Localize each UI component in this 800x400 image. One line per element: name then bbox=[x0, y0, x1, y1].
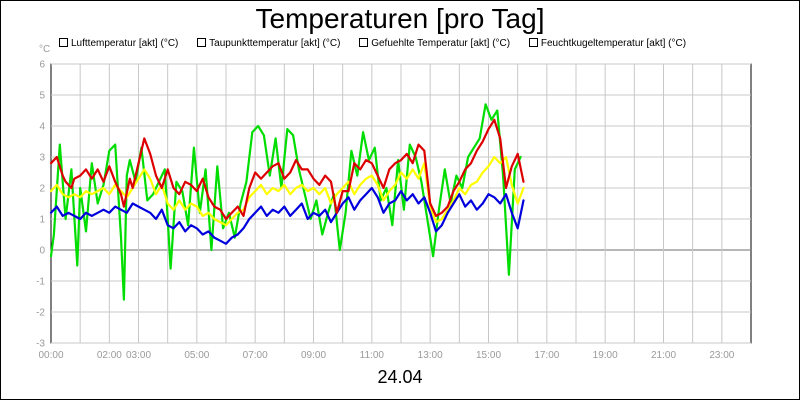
y-axis-unit: °C bbox=[39, 44, 50, 55]
legend-swatch-yellow-icon bbox=[528, 38, 538, 47]
chart-title: Temperaturen [pro Tag] bbox=[255, 3, 545, 34]
x-tick-label: 07:00 bbox=[243, 350, 268, 361]
y-tick-label: 5 bbox=[39, 91, 45, 102]
legend-swatch-blue-icon bbox=[197, 38, 207, 47]
x-tick-label: 05:00 bbox=[184, 350, 209, 361]
x-tick-label: 21:00 bbox=[651, 350, 676, 361]
x-tick-label: 03:00 bbox=[126, 350, 151, 361]
x-tick-label: 23:00 bbox=[709, 350, 734, 361]
series-line-1 bbox=[49, 186, 525, 245]
legend-swatch-green-icon bbox=[359, 38, 369, 47]
y-tick-label: 3 bbox=[39, 153, 45, 164]
legend-entry-gefuehlte-temperatur: Gefuehlte Temperatur [akt] (°C) bbox=[359, 38, 510, 49]
legend-entry-taupunkttemperatur: Taupunkttemperatur [akt] (°C) bbox=[197, 38, 340, 49]
y-tick-label: -2 bbox=[36, 308, 45, 319]
legend-label: Feuchtkugeltemperatur [akt] (°C) bbox=[540, 38, 687, 49]
x-tick-label: 15:00 bbox=[476, 350, 501, 361]
y-tick-label: -1 bbox=[36, 277, 45, 288]
x-tick-label: 17:00 bbox=[534, 350, 559, 361]
chart-legend: Lufttemperatur [akt] (°C) Taupunkttemper… bbox=[59, 38, 702, 52]
x-tick-label: 00:00 bbox=[38, 350, 63, 361]
x-tick-label: 11:00 bbox=[360, 350, 385, 361]
date-label: 24.04 bbox=[377, 367, 423, 387]
series-line-3 bbox=[49, 155, 525, 227]
legend-swatch-red-icon bbox=[59, 38, 68, 47]
x-tick-label: 09:00 bbox=[301, 350, 326, 361]
x-tick-label: 13:00 bbox=[418, 350, 443, 361]
x-tick-label: 02:00 bbox=[97, 350, 122, 361]
y-tick-label: 0 bbox=[39, 246, 45, 257]
axis-labels: -3 -2 -1 0 1 2 3 4 5 6 00:00 02:00 03:00 05:00 07:00 09… bbox=[36, 60, 735, 362]
y-tick-label: 6 bbox=[39, 60, 45, 71]
x-tick-label: 19:00 bbox=[593, 350, 618, 361]
y-tick-label: 1 bbox=[39, 215, 45, 226]
legend-label: Lufttemperatur [akt] (°C) bbox=[71, 38, 179, 49]
y-tick-label: -3 bbox=[36, 339, 45, 350]
legend-entry-feuchtkugeltemperatur: Feuchtkugeltemperatur [akt] (°C) bbox=[528, 38, 687, 49]
series-line-0 bbox=[49, 118, 525, 221]
legend-label: Taupunkttemperatur [akt] (°C) bbox=[209, 38, 341, 49]
legend-label: Gefuehlte Temperatur [akt] (°C) bbox=[371, 38, 511, 49]
y-tick-label: 2 bbox=[39, 184, 45, 195]
y-tick-label: 4 bbox=[39, 122, 45, 133]
series-lines bbox=[49, 103, 525, 301]
legend-entry-lufttemperatur: Lufttemperatur [akt] (°C) bbox=[59, 38, 178, 49]
